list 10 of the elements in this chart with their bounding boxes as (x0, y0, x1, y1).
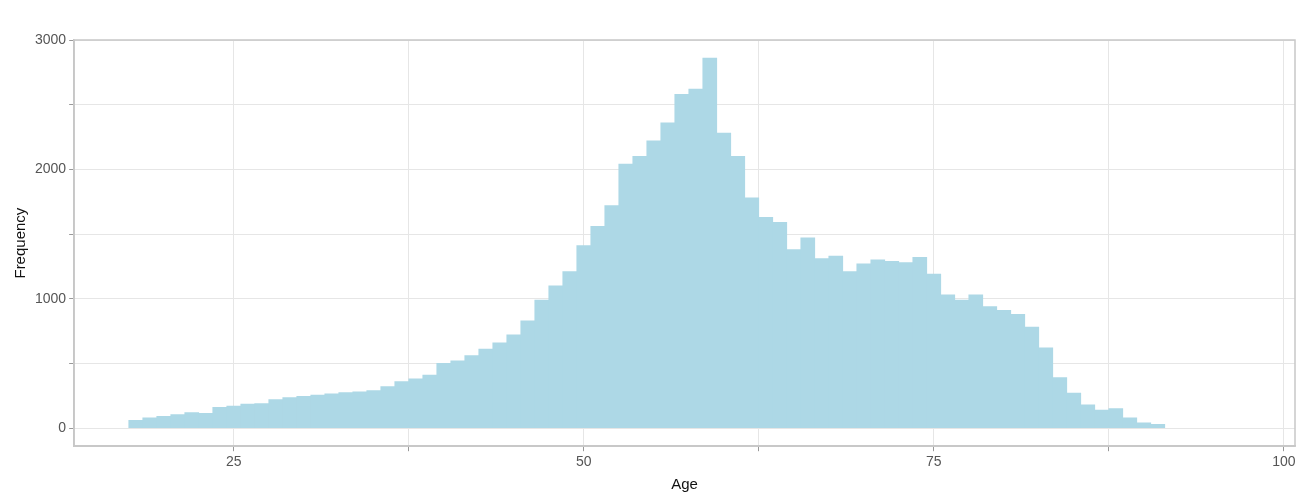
x-tick-label: 50 (575, 453, 592, 470)
y-tick-label: 0 (58, 418, 67, 435)
y-tick-label: 1000 (34, 289, 67, 306)
x-tick-label: 75 (925, 453, 942, 470)
y-tick-label: 2000 (34, 160, 67, 177)
y-tick-label: 3000 (34, 30, 67, 47)
x-tick-label: 25 (225, 453, 242, 470)
y-axis-title: Frequency (11, 207, 29, 279)
x-axis-title: Age (671, 475, 698, 493)
x-tick-label: 100 (1272, 453, 1296, 470)
